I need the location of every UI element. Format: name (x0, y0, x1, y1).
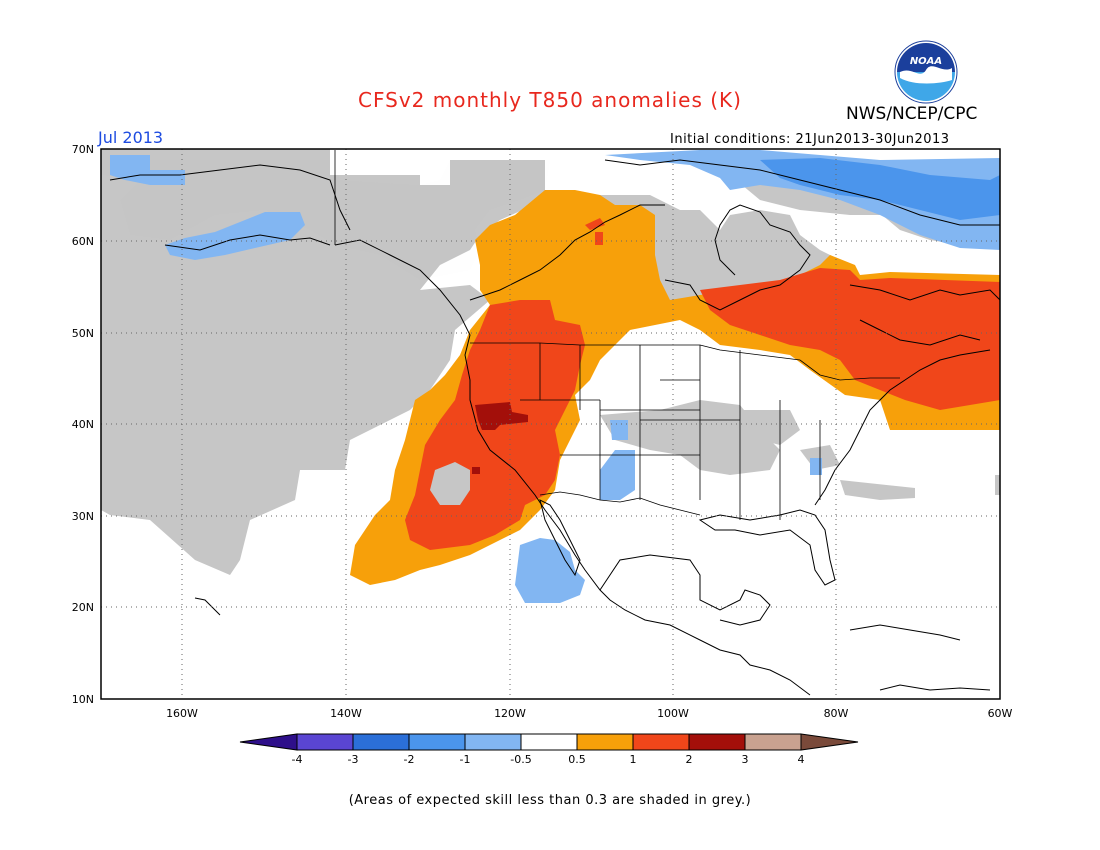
lon-label: 80W (824, 707, 849, 720)
colorbar-swatch (520, 733, 578, 751)
colorbar-swatch (632, 733, 690, 751)
org-label: NWS/NCEP/CPC (846, 104, 978, 124)
colorbar-label: 3 (742, 753, 749, 766)
colorbar-swatch (296, 733, 354, 751)
latitude-labels: 70N 60N 50N 40N 30N 20N 10N (72, 143, 94, 706)
longitude-labels: 160W 140W 120W 100W 80W 60W (166, 707, 1012, 720)
lat-label: 40N (72, 418, 94, 431)
colorbar-label: -2 (404, 753, 415, 766)
colorbar-swatch (688, 733, 746, 751)
colorbar-high-arrow (800, 733, 859, 751)
lat-label: 20N (72, 601, 94, 614)
lon-label: 100W (657, 707, 689, 720)
colorbar-label: -1 (460, 753, 471, 766)
colorbar-label: 1 (630, 753, 637, 766)
colorbar-swatch (744, 733, 802, 751)
svg-text:NOAA: NOAA (910, 56, 942, 67)
positive-anomaly-areas (350, 190, 1000, 585)
colorbar-label: 2 (686, 753, 693, 766)
political-borders (334, 150, 900, 520)
map-panel (101, 149, 1000, 696)
lat-label: 30N (72, 510, 94, 523)
coastlines (109, 159, 1000, 696)
graticule (101, 149, 1000, 699)
lat-label: 50N (72, 327, 94, 340)
initial-conditions-label: Initial conditions: 21Jun2013-30Jun2013 (670, 132, 950, 147)
colorbar-label: -0.5 (510, 753, 531, 766)
colorbar-swatch (576, 733, 634, 751)
lon-label: 140W (330, 707, 362, 720)
map-frame (100, 148, 1001, 700)
colorbar-label: 4 (798, 753, 805, 766)
map-title: CFSv2 monthly T850 anomalies (K) (358, 88, 742, 112)
lat-label: 70N (72, 143, 94, 156)
colorbar-label: -3 (348, 753, 359, 766)
colorbar-low-arrow (239, 733, 298, 751)
colorbar-labels: -4 -3 -2 -1 -0.5 0.5 1 2 3 4 (292, 753, 805, 766)
month-label: Jul 2013 (98, 128, 164, 147)
lat-label: 60N (72, 235, 94, 248)
colorbar-swatch (408, 733, 466, 751)
lon-label: 120W (494, 707, 526, 720)
colorbar-label: -4 (292, 753, 303, 766)
skill-note: (Areas of expected skill less than 0.3 a… (348, 793, 752, 808)
colorbar-label: 0.5 (568, 753, 586, 766)
noaa-logo-icon: NOAA (894, 40, 958, 104)
colorbar (239, 733, 859, 751)
lat-label: 10N (72, 693, 94, 706)
colorbar-swatch (464, 733, 522, 751)
lon-label: 60W (988, 707, 1013, 720)
low-skill-grey-areas (101, 149, 1000, 575)
lon-label: 160W (166, 707, 198, 720)
negative-anomaly-areas (110, 150, 1000, 603)
colorbar-swatch (352, 733, 410, 751)
